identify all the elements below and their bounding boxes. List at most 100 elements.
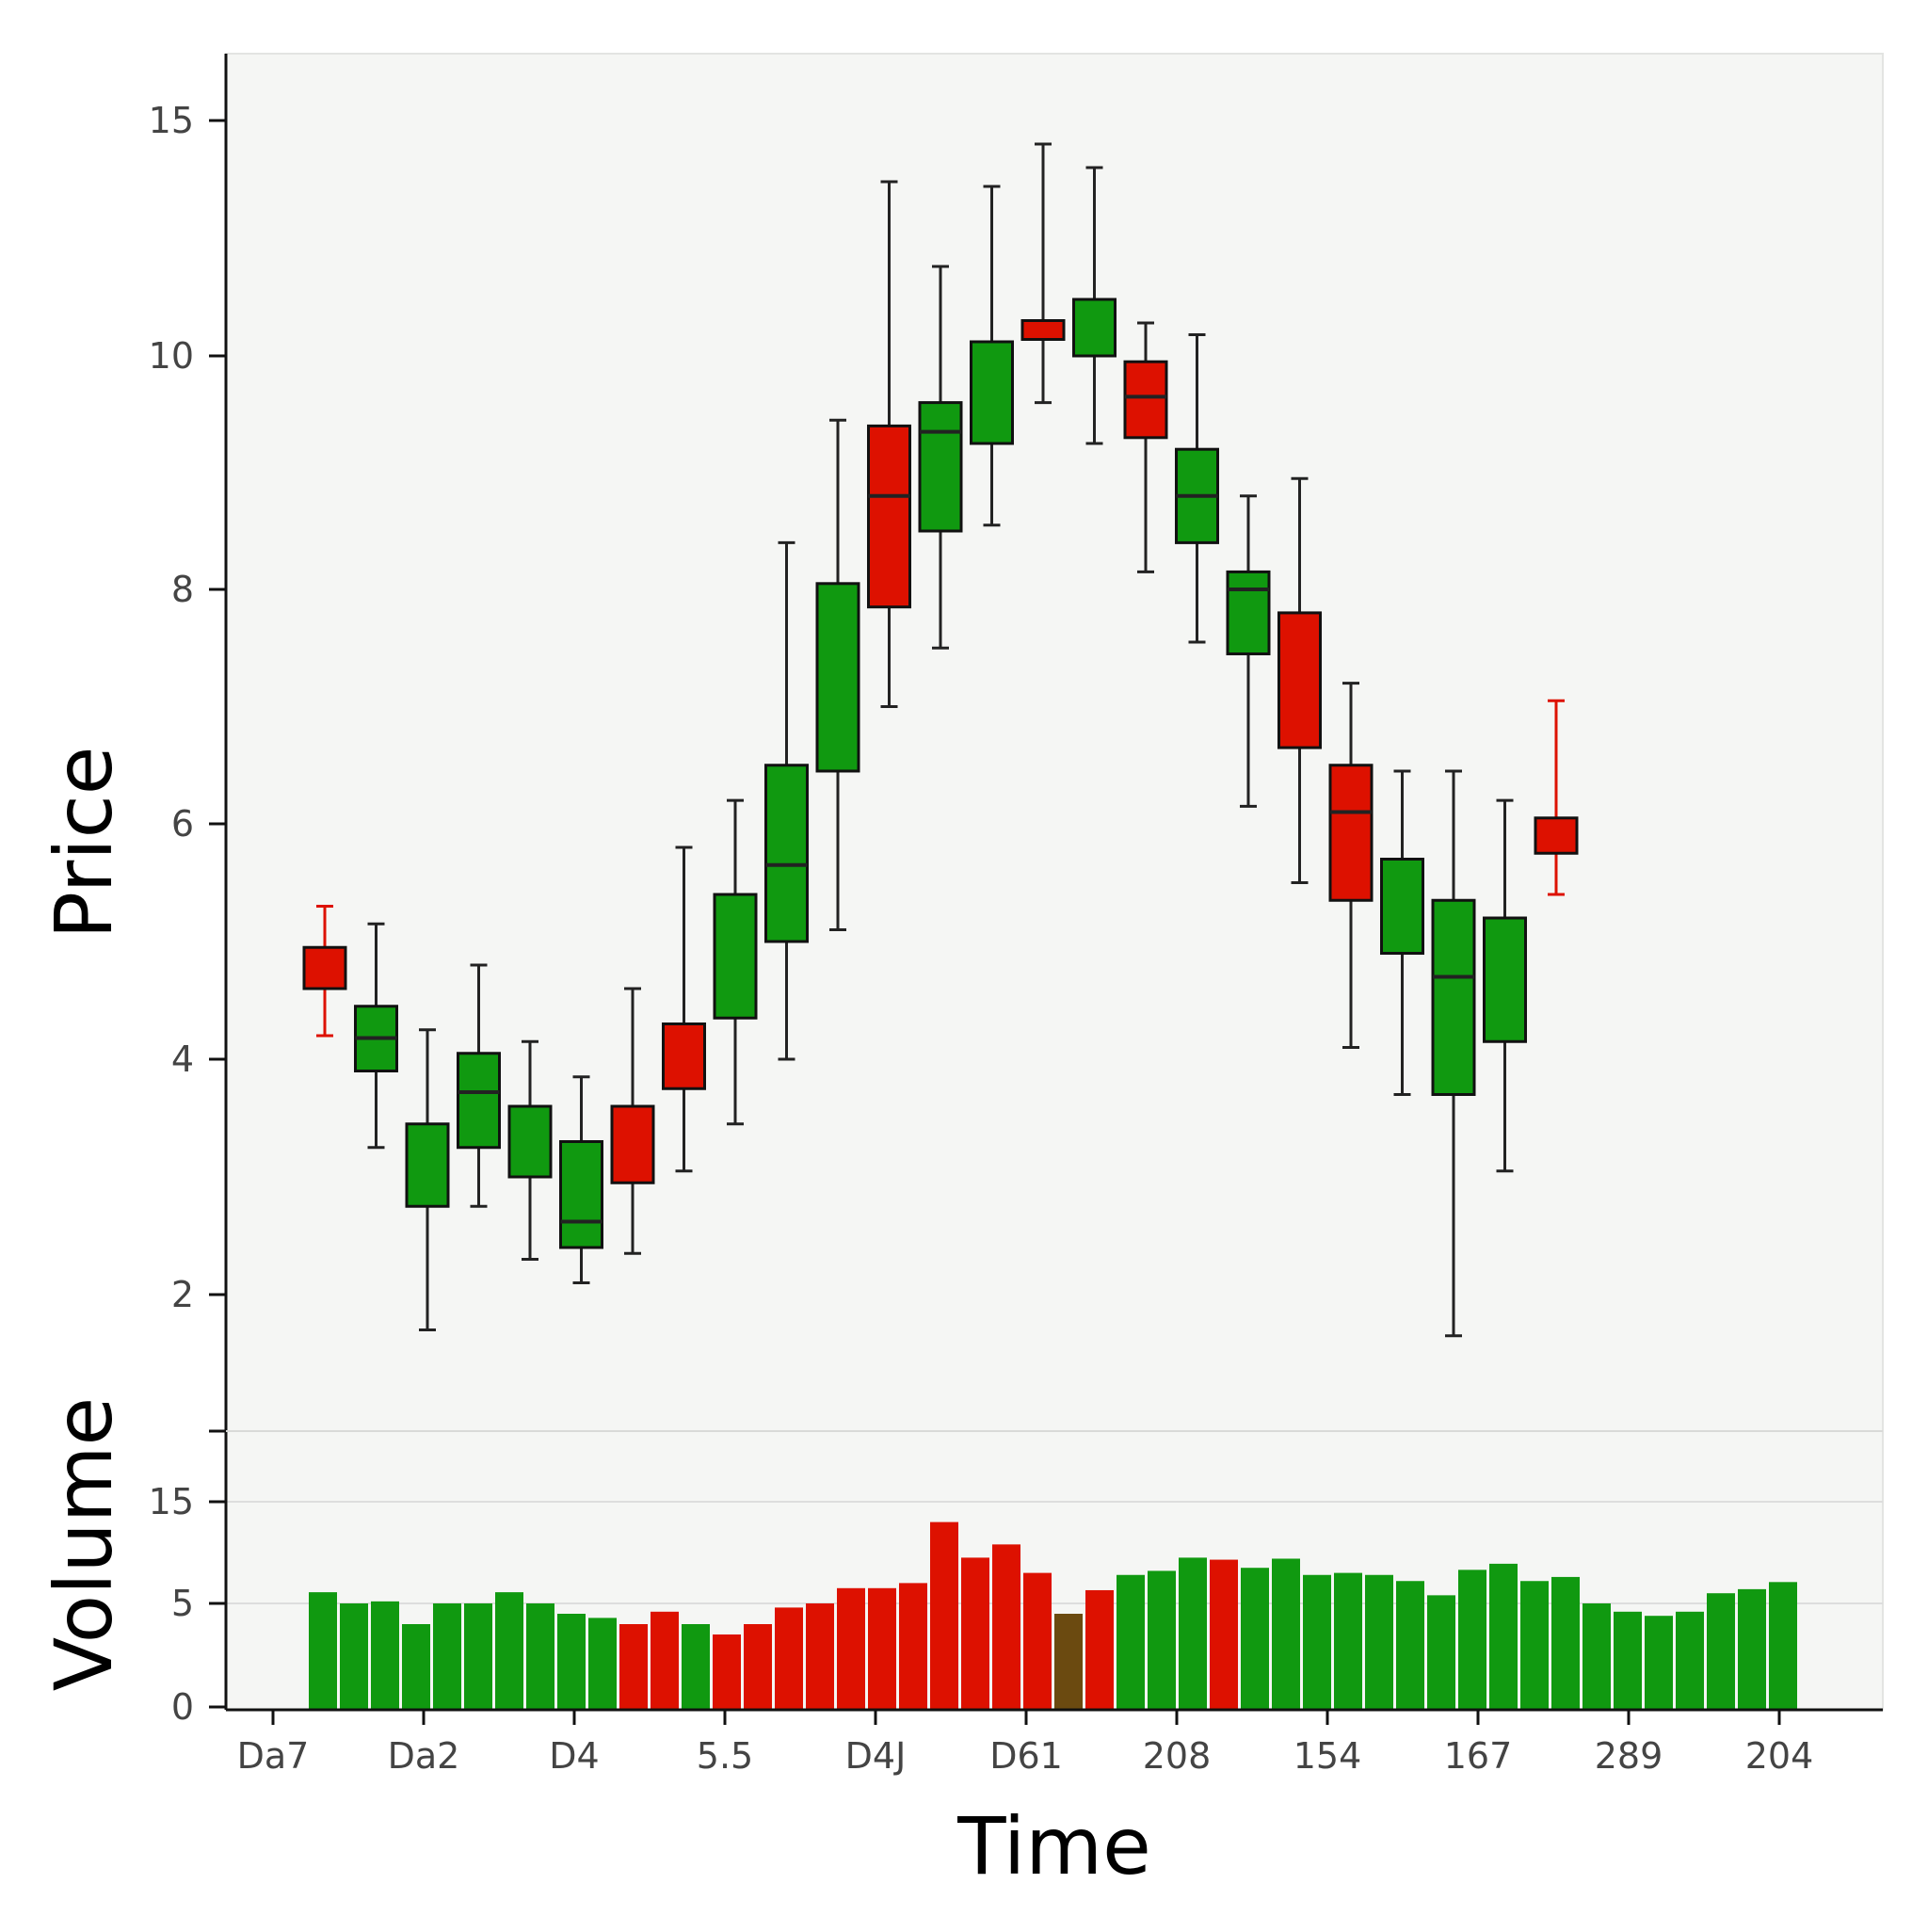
volume-bar: [899, 1583, 927, 1710]
candle: [1020, 142, 1066, 405]
candle-body: [1123, 360, 1168, 440]
price-y-ticks: 2 4 6 8 10 15: [149, 100, 226, 1315]
candle: [1226, 494, 1271, 808]
candle-body: [610, 1104, 655, 1184]
candle: [815, 418, 860, 931]
price-y-tick-label: 6: [171, 803, 194, 845]
volume-bar: [1210, 1559, 1238, 1710]
candle-body: [662, 1022, 706, 1090]
candle-body: [867, 424, 911, 609]
candle-body: [764, 764, 809, 943]
candle: [1123, 321, 1168, 573]
volume-bar: [1023, 1572, 1052, 1710]
candle-body: [507, 1104, 553, 1179]
candle-body: [1328, 764, 1374, 902]
volume-bar: [1117, 1574, 1145, 1710]
candle-body: [405, 1122, 450, 1208]
volume-bar: [1272, 1558, 1300, 1710]
candle: [918, 265, 963, 650]
candle: [507, 1039, 553, 1261]
candle: [1431, 769, 1476, 1338]
volume-bar: [1334, 1572, 1362, 1710]
volume-bar: [1551, 1576, 1580, 1710]
volume-bar: [588, 1618, 617, 1710]
candle: [662, 845, 706, 1173]
x-tick-label: 204: [1745, 1735, 1814, 1777]
volume-bar: [1427, 1595, 1455, 1710]
volume-bar: [340, 1603, 368, 1710]
volume-bar: [1148, 1570, 1176, 1710]
volume-bar: [682, 1624, 710, 1710]
x-tick-label: 167: [1444, 1735, 1513, 1777]
x-tick-label: 154: [1293, 1735, 1362, 1777]
candle: [302, 905, 347, 1038]
price-y-tick-label: 2: [171, 1274, 194, 1315]
volume-bar: [433, 1603, 461, 1710]
candle-body: [1277, 611, 1322, 749]
price-y-tick-label: 4: [171, 1038, 194, 1080]
volume-bar: [837, 1587, 865, 1710]
volume-bar: [557, 1614, 586, 1710]
candle-body: [970, 340, 1014, 445]
price-y-tick-label: 15: [149, 100, 194, 141]
x-axis-title: Time: [956, 1800, 1151, 1892]
volume-bar: [1520, 1581, 1549, 1710]
volume-bar: [651, 1611, 679, 1710]
candle-body: [1534, 816, 1579, 855]
candle: [764, 540, 809, 1061]
volume-bar: [402, 1624, 430, 1710]
volume-bar: [930, 1521, 958, 1710]
volume-bar: [1365, 1574, 1393, 1710]
candle-body: [1020, 319, 1066, 341]
volume-y-tick-label: 15: [149, 1481, 194, 1522]
candle-body: [1431, 898, 1476, 1096]
volume-bar: [371, 1601, 399, 1710]
price-y-tick-label: 8: [171, 569, 194, 610]
x-ticks: Da7 Da2 D4 5.5 D4J D61 208 154 167 289 204: [237, 1710, 1814, 1777]
candle: [970, 185, 1014, 527]
volume-bar: [713, 1634, 741, 1710]
volume-y-tick-label: 5: [171, 1583, 194, 1624]
candle: [457, 963, 501, 1208]
candle: [713, 798, 758, 1126]
volume-bar: [619, 1624, 648, 1710]
candle-body: [815, 582, 860, 773]
x-tick-label: D61: [989, 1735, 1063, 1777]
candle: [1534, 699, 1579, 896]
candle: [1483, 798, 1527, 1173]
volume-bar: [526, 1603, 554, 1710]
x-tick-label: 289: [1595, 1735, 1663, 1777]
x-tick-label: 5.5: [697, 1735, 753, 1777]
volume-bar: [775, 1607, 803, 1710]
volume-bar: [744, 1624, 772, 1710]
x-tick-label: D4: [549, 1735, 599, 1777]
volume-bar: [1676, 1611, 1704, 1710]
candle-body: [1483, 916, 1527, 1043]
candle: [610, 987, 655, 1255]
candle-body: [713, 893, 758, 1020]
volume-bar: [1738, 1588, 1766, 1710]
volume-bar: [992, 1544, 1020, 1710]
volume-bars: [309, 1521, 1797, 1710]
volume-bar: [1179, 1557, 1207, 1710]
volume-bar: [495, 1592, 523, 1710]
volume-bar: [464, 1603, 492, 1710]
candle-body: [1226, 570, 1271, 655]
volume-bar: [1645, 1616, 1673, 1710]
candle: [1175, 333, 1219, 644]
volume-bar: [1489, 1563, 1518, 1710]
candle: [1328, 682, 1374, 1049]
plot-background: [226, 54, 1883, 1710]
volume-bar: [1458, 1570, 1486, 1710]
candle: [1072, 166, 1117, 445]
price-y-tick-label: 10: [149, 335, 194, 377]
x-tick-label: 208: [1143, 1735, 1212, 1777]
x-tick-label: Da2: [388, 1735, 460, 1777]
volume-bar: [1769, 1582, 1797, 1710]
volume-bar: [1396, 1581, 1424, 1710]
volume-bar: [1085, 1589, 1114, 1710]
volume-bar: [1303, 1574, 1331, 1710]
volume-bar: [806, 1603, 834, 1710]
volume-bar: [1054, 1614, 1083, 1710]
